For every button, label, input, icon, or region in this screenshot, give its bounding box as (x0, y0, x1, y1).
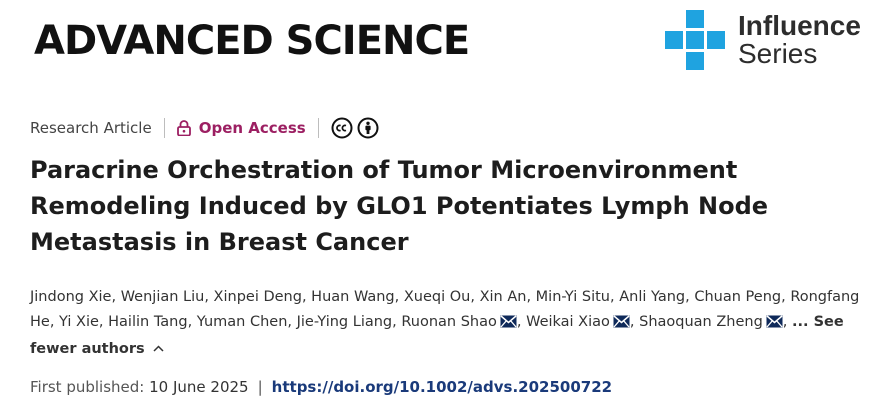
author-name[interactable]: Hailin Tang (108, 314, 188, 330)
first-published-label: First published: (30, 378, 145, 396)
open-access-label: Open Access (198, 119, 306, 137)
author-item: Yi Xie (59, 314, 99, 330)
author-name[interactable]: Jie-Ying Liang (296, 314, 393, 330)
author-name[interactable]: Shaoquan Zheng (639, 314, 763, 330)
author-item: Hailin Tang (108, 314, 187, 330)
author-item: Min-Yi Situ (536, 289, 610, 305)
author-item: Jindong Xie (30, 289, 111, 305)
mail-icon[interactable] (766, 312, 783, 337)
see-fewer-authors-label: ... See fewer authors (30, 314, 844, 357)
cc-icon (331, 117, 353, 139)
author-item: Ruonan Shao (401, 314, 517, 330)
publication-date: 10 June 2025 (149, 378, 249, 396)
blue-plus-cross-logo (665, 10, 725, 70)
doi-link[interactable]: https://doi.org/10.1002/advs.202500722 (271, 378, 613, 396)
open-access-badge[interactable]: Open Access (176, 119, 306, 137)
by-attribution-icon (357, 117, 379, 139)
author-item: Jie-Ying Liang (297, 314, 393, 330)
article-type-label: Research Article (30, 119, 152, 137)
influence-series-badge[interactable]: Influence Series (664, 10, 861, 70)
author-item: Xinpei Deng (214, 289, 302, 305)
author-name[interactable]: Xinpei Deng (213, 289, 302, 305)
author-item: Xueqi Ou (404, 289, 471, 305)
author-item: Rongfang He (30, 289, 859, 330)
author-name[interactable]: Xin An (479, 289, 527, 305)
author-name[interactable]: Yi Xie (59, 314, 99, 330)
author-name[interactable]: Jindong Xie (30, 289, 112, 305)
divider (163, 118, 165, 138)
author-name[interactable]: Ruonan Shao (401, 314, 497, 330)
separator: | (257, 378, 263, 396)
author-name[interactable]: Min-Yi Situ (535, 289, 610, 305)
journal-logo[interactable]: ADVANCED SCIENCE (34, 18, 470, 64)
author-name[interactable]: Weikai Xiao (526, 314, 610, 330)
author-name[interactable]: Chuan Peng (694, 289, 782, 305)
divider (317, 118, 319, 138)
mail-icon[interactable] (613, 312, 630, 337)
author-name[interactable]: Wenjian Liu (120, 289, 205, 305)
author-item: Huan Wang (311, 289, 394, 305)
author-item: Anli Yang (619, 289, 685, 305)
author-item: Shaoquan Zheng (639, 314, 783, 330)
series-line1: Influence (738, 10, 861, 41)
article-meta-row: Research Article Open Access (30, 116, 379, 140)
author-name[interactable]: Xueqi Ou (403, 289, 471, 305)
author-name[interactable]: Anli Yang (619, 289, 686, 305)
author-item: Xin An (480, 289, 527, 305)
author-name[interactable]: Rongfang He (30, 289, 860, 330)
author-item: Yuman Chen (197, 314, 288, 330)
author-item: Wenjian Liu (121, 289, 205, 305)
license-icons[interactable] (331, 117, 379, 139)
series-label: Influence Series (738, 12, 861, 68)
lock-open-icon (176, 120, 191, 136)
mail-icon[interactable] (500, 312, 517, 337)
series-line2: Series (738, 38, 818, 69)
author-name[interactable]: Huan Wang (311, 289, 395, 305)
author-item: Chuan Peng (694, 289, 781, 305)
publication-info: First published: 10 June 2025 | https://do… (30, 378, 612, 396)
see-fewer-authors-button[interactable]: ... See fewer authors (30, 314, 844, 357)
author-list: Jindong Xie, Wenjian Liu, Xinpei Deng, H… (30, 289, 860, 357)
author-name[interactable]: Yuman Chen (196, 314, 288, 330)
chevron-up-icon (153, 345, 164, 352)
article-title: Paracrine Orchestration of Tumor Microen… (30, 156, 769, 256)
author-item: Weikai Xiao (526, 314, 630, 330)
